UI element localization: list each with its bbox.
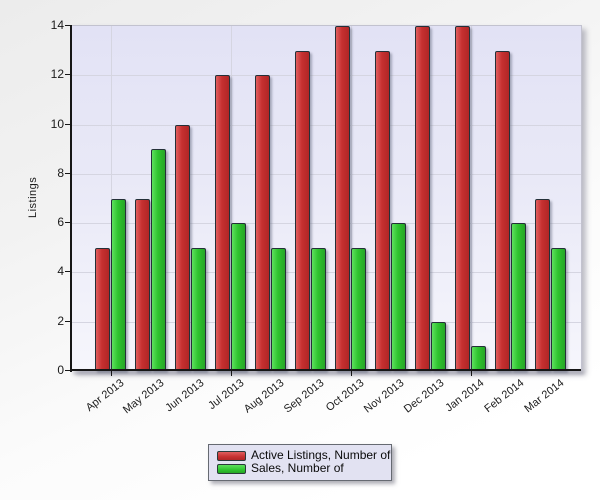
- h-gridline: [72, 321, 581, 323]
- bar-sales: [551, 247, 566, 371]
- legend: Active Listings, Number of Sales, Number …: [208, 444, 392, 481]
- h-gridline: [72, 272, 581, 274]
- x-tick-label: Aug 2013: [241, 377, 286, 416]
- v-gridline: [350, 26, 352, 371]
- y-tick-label: 8: [57, 165, 64, 180]
- h-gridline: [72, 223, 581, 225]
- bar-sales: [151, 149, 166, 371]
- bar-sales: [311, 247, 326, 371]
- legend-label: Active Listings, Number of: [251, 448, 391, 462]
- bar-active-listings: [255, 75, 270, 371]
- y-tick-label: 4: [57, 264, 64, 279]
- legend-swatch-active-listings: [217, 450, 246, 461]
- x-tick-mark: [110, 371, 112, 376]
- y-tick-label: 2: [57, 313, 64, 328]
- legend-swatch-sales: [217, 463, 246, 474]
- x-tick-label: Jun 2013: [162, 377, 206, 415]
- bar-active-listings: [295, 50, 310, 371]
- y-tick-label: 0: [57, 363, 64, 377]
- plot-area: [72, 25, 582, 371]
- legend-item: Active Listings, Number of: [217, 449, 390, 462]
- x-tick-label: Jul 2013: [205, 377, 246, 413]
- bar-sales: [231, 223, 246, 371]
- y-tick-label: 6: [57, 215, 64, 230]
- x-tick-label: Apr 2013: [83, 377, 126, 414]
- h-gridline: [72, 173, 581, 175]
- bar-active-listings: [375, 50, 390, 371]
- bar-sales: [471, 346, 486, 371]
- bar-active-listings: [215, 75, 230, 371]
- v-gridline: [470, 26, 472, 371]
- bar-sales: [271, 247, 286, 371]
- h-gridline: [72, 75, 581, 77]
- y-tick-label: 12: [50, 67, 64, 82]
- legend-item: Sales, Number of: [217, 462, 385, 475]
- bar-sales: [191, 247, 206, 371]
- y-tick-mark: [65, 320, 71, 322]
- v-gridline: [230, 26, 232, 371]
- x-tick-label: Jan 2014: [442, 377, 486, 415]
- bar-active-listings: [455, 26, 470, 371]
- x-tick-label: May 2013: [120, 377, 166, 417]
- x-tick-mark: [350, 371, 352, 376]
- bar-sales: [111, 198, 126, 371]
- bar-sales: [431, 321, 446, 371]
- h-gridline: [72, 124, 581, 126]
- legend-label: Sales, Number of: [251, 461, 344, 475]
- bar-active-listings: [335, 26, 350, 371]
- x-axis-line: [70, 369, 581, 371]
- y-tick-mark: [65, 74, 71, 76]
- bar-active-listings: [175, 124, 190, 371]
- x-tick-label: Oct 2013: [323, 377, 366, 414]
- y-tick-mark: [65, 25, 71, 26]
- y-axis-line: [70, 25, 72, 372]
- x-tick-mark: [470, 371, 472, 376]
- bar-sales: [391, 223, 406, 371]
- y-tick-mark: [65, 123, 71, 125]
- y-tick-mark: [65, 370, 71, 371]
- y-tick-label: 10: [50, 116, 64, 131]
- bar-active-listings: [535, 198, 550, 371]
- bar-sales: [511, 223, 526, 371]
- bar-active-listings: [95, 247, 110, 371]
- bar-active-listings: [135, 198, 150, 371]
- y-tick-mark: [65, 222, 71, 224]
- bar-active-listings: [415, 26, 430, 371]
- x-tick-label: Sep 2013: [281, 377, 326, 416]
- y-tick-mark: [65, 172, 71, 174]
- bar-active-listings: [495, 50, 510, 371]
- bar-sales: [351, 247, 366, 371]
- x-tick-label: Mar 2014: [521, 377, 566, 416]
- x-tick-label: Feb 2014: [481, 377, 526, 416]
- x-tick-label: Nov 2013: [361, 377, 406, 416]
- y-tick-mark: [65, 271, 71, 273]
- y-tick-label: 14: [50, 18, 64, 32]
- x-tick-label: Dec 2013: [401, 377, 446, 416]
- x-tick-mark: [230, 371, 232, 376]
